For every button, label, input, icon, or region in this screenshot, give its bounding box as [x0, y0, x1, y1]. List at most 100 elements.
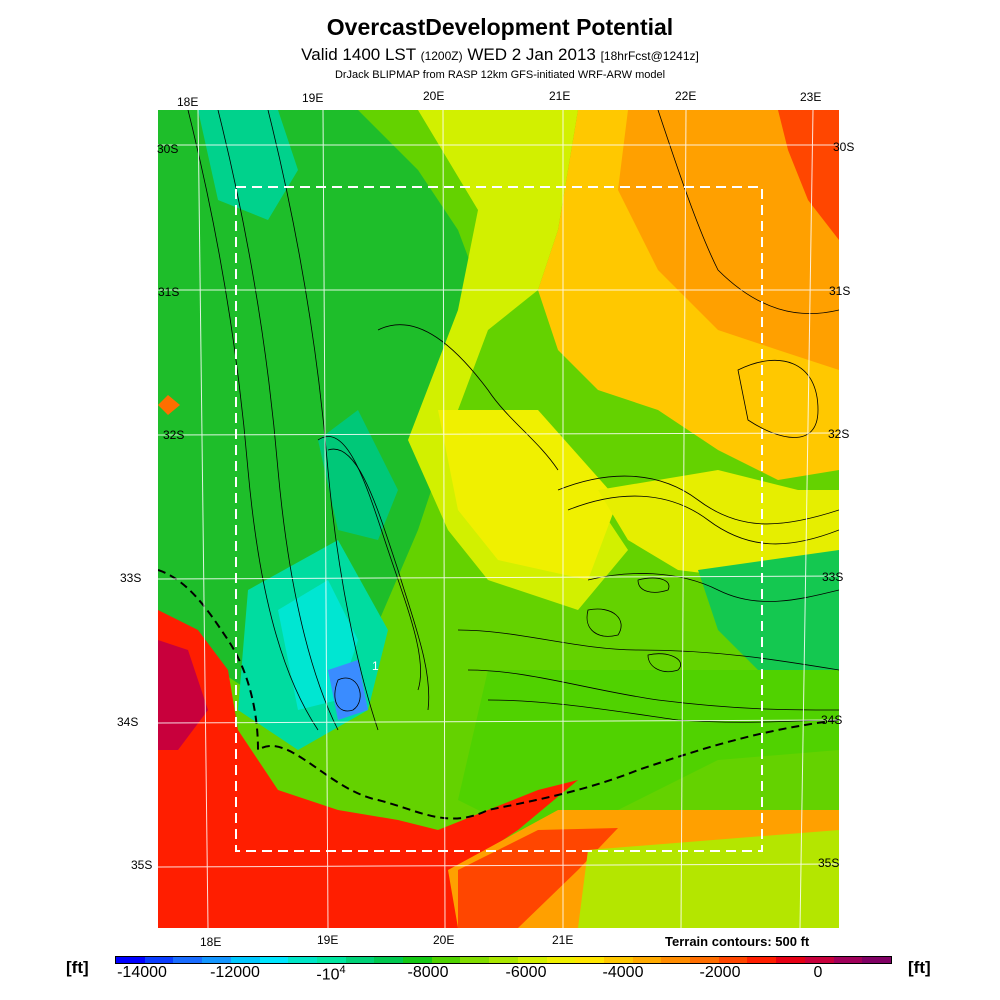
red-region-ne: [778, 110, 839, 240]
terrain-contour: [327, 448, 430, 711]
terrain-contours: [187, 110, 839, 731]
terrain-contour: [317, 436, 421, 691]
terrain-contour: [657, 110, 839, 314]
colorbar-tick: 0: [813, 964, 823, 981]
colorbar-unit-right: [ft]: [908, 958, 931, 977]
colorbar-swatch: [575, 957, 604, 963]
lon-label-top: 22E: [675, 89, 697, 103]
colorbar-swatch: [403, 957, 432, 963]
terrain-contour: [737, 359, 819, 438]
colorbar-swatch: [603, 957, 633, 963]
valid-utc: (1200Z): [420, 49, 463, 63]
terrain-contour: [637, 577, 670, 593]
lat-label-left: 33S: [120, 571, 142, 585]
colorbar-swatch: [288, 957, 317, 963]
colorbar-swatch: [259, 957, 289, 963]
lat-label-right: 31S: [829, 284, 851, 298]
colorbar-swatch: [690, 957, 719, 963]
model-caption: DrJack BLIPMAP from RASP 12km GFS-initia…: [334, 69, 666, 81]
terrain-contour: [217, 110, 339, 731]
terrain-contour: [587, 573, 839, 602]
terrain-contour: [334, 677, 361, 712]
forecast-info: [18hrFcst@1241z]: [600, 49, 699, 63]
chart-subtitle: Valid 1400 LST (1200Z) WED 2 Jan 2013 [1…: [0, 45, 1000, 65]
colorbar-tick: -14000: [117, 964, 167, 981]
coastline: [158, 569, 839, 820]
grid-line: [197, 110, 209, 928]
terrain-contours-note: Terrain contours: 500 ft: [665, 934, 810, 949]
lat-label-right: 32S: [828, 427, 850, 441]
lon-label-top: 19E: [302, 91, 324, 105]
colorbar-swatch: [144, 957, 174, 963]
colorbar-swatch: [374, 957, 404, 963]
colorbar-swatch: [460, 957, 490, 963]
ocean-yellow-south: [578, 830, 839, 928]
lat-label-left: 32S: [163, 428, 185, 442]
colorbar-swatch: [776, 957, 805, 963]
colorbar-swatch: [431, 957, 461, 963]
lon-label-top: 21E: [549, 89, 571, 103]
yellow-core: [438, 410, 618, 580]
lon-label-bottom: 20E: [433, 933, 455, 947]
grid-line: [158, 432, 839, 436]
colorbar-swatch: [546, 957, 576, 963]
lat-label-left: 30S: [157, 142, 179, 156]
grid-line: [158, 575, 839, 580]
colorbar-swatch: [632, 957, 662, 963]
green-region-west: [158, 110, 488, 710]
lon-label-bottom: 19E: [317, 933, 339, 947]
grid-line: [799, 110, 814, 928]
chart-title: OvercastDevelopment Potential: [326, 14, 674, 40]
colorbar-tick: -8000: [407, 964, 449, 981]
colorbar-tick: -6000: [505, 964, 547, 981]
teal-region-north: [198, 110, 298, 220]
terrain-contour: [267, 110, 379, 731]
colorbar-tick-base: -10: [316, 966, 340, 984]
forecast-map: 1: [158, 110, 839, 928]
grid-line: [322, 110, 329, 928]
grid-line: [442, 110, 446, 928]
terrain-contour: [487, 699, 839, 723]
colorbar-tick: -12000: [210, 964, 260, 981]
colorbar-swatch: [747, 957, 777, 963]
grid-line: [680, 110, 687, 928]
colorbar-tick: -2000: [699, 964, 741, 981]
colorbar-swatch: [230, 957, 260, 963]
grid-line: [158, 719, 839, 724]
dark-orange-region: [618, 110, 839, 370]
contour-label: 1: [372, 659, 379, 673]
map-canvas: 1: [158, 110, 839, 928]
terrain-contour: [377, 324, 559, 471]
lon-label-bottom: 21E: [552, 933, 574, 947]
terrain-contour: [567, 495, 839, 545]
terrain-contour: [647, 653, 681, 672]
terrain-contour: [586, 608, 622, 637]
lon-label-top: 18E: [177, 95, 199, 109]
ocean-region-sw: [158, 610, 578, 928]
terrain-contour: [457, 629, 839, 671]
colorbar-swatch: [718, 957, 748, 963]
colorbar-tick-exponent: 4: [339, 964, 346, 976]
inner-domain-box: [235, 186, 763, 852]
hot-spot: [158, 395, 180, 415]
lat-label-right: 30S: [833, 140, 855, 154]
terrain-contour: [467, 669, 839, 711]
valid-date: WED 2 Jan 2013: [467, 45, 596, 64]
lat-label-left: 34S: [117, 715, 139, 729]
lat-label-right: 34S: [821, 713, 843, 727]
ocean-red-south: [458, 828, 618, 928]
colorbar-tick: -4000: [602, 964, 644, 981]
terrain-contour: [557, 475, 839, 525]
colorbar-swatch: [202, 957, 231, 963]
colorbar-swatch: [517, 957, 547, 963]
colorbar-swatch: [173, 957, 203, 963]
colorbar: [115, 956, 892, 964]
grid-line: [158, 863, 839, 868]
yellow-east: [598, 470, 839, 580]
colorbar-swatch: [316, 957, 346, 963]
lat-label-right: 35S: [818, 856, 840, 870]
colorbar-swatch: [489, 957, 518, 963]
green-region-se: [698, 550, 839, 670]
terrain-contour: [187, 110, 319, 731]
lon-label-bottom: 18E: [200, 935, 222, 949]
